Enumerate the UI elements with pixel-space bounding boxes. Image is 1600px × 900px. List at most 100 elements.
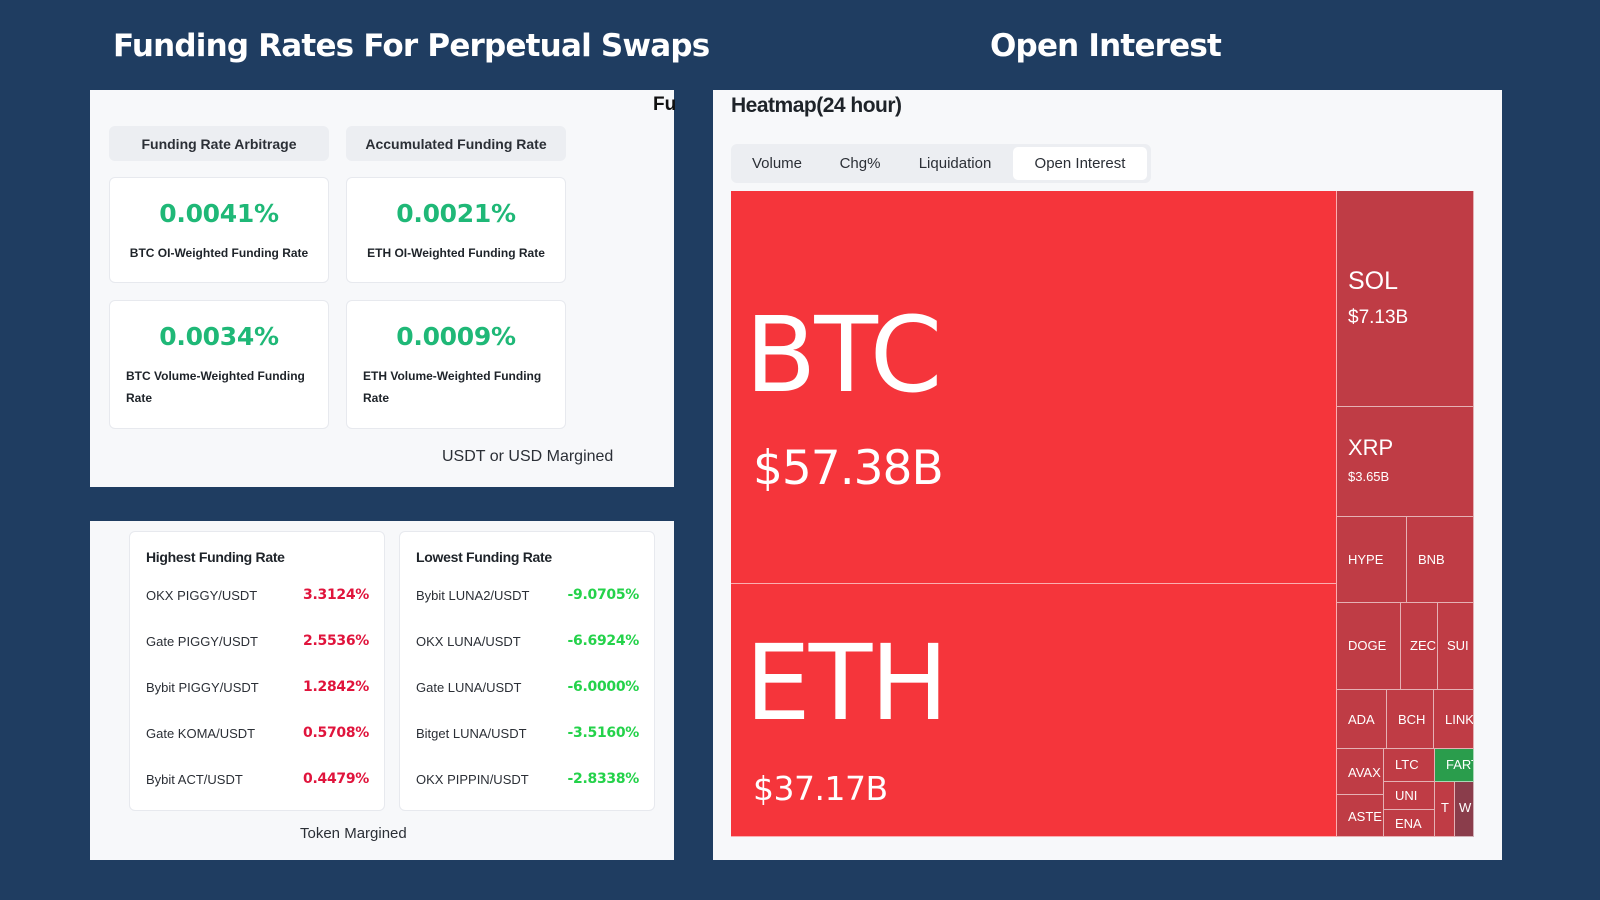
list-item[interactable]: Gate PIGGY/USDT 2.5536% bbox=[146, 631, 369, 651]
tile-link[interactable]: LINK bbox=[1434, 690, 1474, 749]
funding-rate-arbitrage-button[interactable]: Funding Rate Arbitrage bbox=[109, 126, 329, 161]
funding-rate-value: 1.2842% bbox=[303, 679, 369, 695]
list-item[interactable]: Bybit ACT/USDT 0.4479% bbox=[146, 769, 369, 789]
tile-value: $7.13B bbox=[1348, 307, 1409, 328]
btc-volume-weighted-card: 0.0034% BTC Volume-Weighted Funding Rate bbox=[109, 300, 329, 429]
tile-symbol: ASTER bbox=[1348, 809, 1383, 824]
tile-sol[interactable]: SOL $7.13B bbox=[1337, 191, 1474, 407]
tile-symbol: ADA bbox=[1348, 712, 1375, 727]
tile-ltc[interactable]: LTC bbox=[1384, 749, 1435, 782]
tile-ada[interactable]: ADA bbox=[1337, 690, 1387, 749]
stat-label: BTC OI-Weighted Funding Rate bbox=[129, 246, 309, 260]
stat-label: ETH Volume-Weighted Funding Rate bbox=[363, 369, 542, 405]
tile-uni[interactable]: UNI bbox=[1384, 782, 1435, 810]
pair-name: OKX PIPPIN/USDT bbox=[416, 771, 529, 787]
stat-value: 0.0009% bbox=[396, 322, 516, 351]
stat-value: 0.0041% bbox=[159, 199, 279, 228]
tab-open-interest[interactable]: Open Interest bbox=[1013, 147, 1147, 180]
tile-avax[interactable]: AVAX bbox=[1337, 749, 1384, 795]
funding-rate-value: 0.4479% bbox=[303, 771, 369, 787]
tile-aster[interactable]: ASTER bbox=[1337, 795, 1384, 837]
stat-label: BTC Volume-Weighted Funding Rate bbox=[126, 369, 305, 405]
tile-symbol: UNI bbox=[1395, 788, 1418, 803]
tile-symbol: BTC bbox=[745, 294, 942, 416]
tile-btc[interactable]: BTC $57.38B bbox=[731, 191, 1337, 584]
tile-doge[interactable]: DOGE bbox=[1337, 603, 1401, 690]
tile-bnb[interactable]: BNB bbox=[1407, 517, 1474, 603]
funding-rate-value: 3.3124% bbox=[303, 587, 369, 603]
tile-bch[interactable]: BCH bbox=[1387, 690, 1434, 749]
list-item[interactable]: Bybit PIGGY/USDT 1.2842% bbox=[146, 677, 369, 697]
tile-sui[interactable]: SUI bbox=[1438, 603, 1474, 690]
tile-w[interactable]: W bbox=[1455, 782, 1474, 837]
section-title-funding-rates: Funding Rates For Perpetual Swaps bbox=[113, 28, 710, 64]
tile-symbol: BCH bbox=[1398, 712, 1426, 727]
tile-symbol: SUI bbox=[1447, 638, 1469, 653]
tile-xrp[interactable]: XRP $3.65B bbox=[1337, 407, 1474, 517]
tab-chg[interactable]: Chg% bbox=[839, 155, 881, 172]
tile-symbol: HYPE bbox=[1348, 552, 1384, 567]
tile-symbol: T bbox=[1441, 800, 1449, 815]
tile-ena[interactable]: ENA bbox=[1384, 810, 1435, 837]
tab-volume[interactable]: Volume bbox=[751, 155, 803, 172]
tile-eth[interactable]: ETH $37.17B bbox=[731, 584, 1337, 837]
tile-symbol: BNB bbox=[1418, 552, 1445, 567]
list-item[interactable]: OKX PIPPIN/USDT -2.8338% bbox=[416, 769, 639, 789]
tile-value: $57.38B bbox=[753, 441, 944, 496]
pair-name: Bybit LUNA2/USDT bbox=[416, 587, 530, 603]
tile-t[interactable]: T bbox=[1435, 782, 1455, 837]
pair-name: OKX LUNA/USDT bbox=[416, 633, 521, 649]
pair-name: OKX PIGGY/USDT bbox=[146, 587, 258, 603]
tile-symbol: ENA bbox=[1395, 816, 1422, 831]
lowest-funding-rate-card: Lowest Funding Rate Bybit LUNA2/USDT -9.… bbox=[399, 531, 655, 811]
tile-symbol: ETH bbox=[745, 622, 948, 744]
tile-symbol: SOL bbox=[1348, 267, 1399, 295]
open-interest-treemap: BTC $57.38B ETH $37.17B SOL $7.13B XRP $… bbox=[731, 191, 1474, 837]
funding-rate-value: -9.0705% bbox=[567, 587, 640, 603]
list-item[interactable]: OKX LUNA/USDT -6.6924% bbox=[416, 631, 639, 651]
highest-funding-rate-card: Highest Funding Rate OKX PIGGY/USDT 3.31… bbox=[129, 531, 385, 811]
list-item[interactable]: OKX PIGGY/USDT 3.3124% bbox=[146, 585, 369, 605]
token-margined-panel: Highest Funding Rate OKX PIGGY/USDT 3.31… bbox=[90, 521, 674, 860]
tile-hype[interactable]: HYPE bbox=[1337, 517, 1407, 603]
funding-rate-value: 2.5536% bbox=[303, 633, 369, 649]
heatmap-panel: Heatmap(24 hour) Volume Chg% Liquidation… bbox=[713, 90, 1502, 860]
list-item[interactable]: Bybit LUNA2/USDT -9.0705% bbox=[416, 585, 639, 605]
eth-oi-weighted-card: 0.0021% ETH OI-Weighted Funding Rate bbox=[346, 177, 566, 283]
funding-rate-value: 0.5708% bbox=[303, 725, 369, 741]
tile-symbol: DOGE bbox=[1348, 638, 1387, 653]
tab-liquidation[interactable]: Liquidation bbox=[918, 155, 992, 172]
pair-name: Bybit PIGGY/USDT bbox=[146, 679, 259, 695]
tile-value: $37.17B bbox=[753, 769, 888, 808]
list-item[interactable]: Bitget LUNA/USDT -3.5160% bbox=[416, 723, 639, 743]
tile-zec[interactable]: ZEC bbox=[1401, 603, 1438, 690]
section-title-open-interest: Open Interest bbox=[990, 28, 1222, 64]
pair-name: Gate KOMA/USDT bbox=[146, 725, 256, 741]
pair-name: Gate PIGGY/USDT bbox=[146, 633, 258, 649]
tile-symbol: XRP bbox=[1348, 435, 1394, 460]
tile-symbol: LTC bbox=[1395, 757, 1419, 772]
accumulated-funding-rate-button[interactable]: Accumulated Funding Rate bbox=[346, 126, 566, 161]
token-margined-caption: Token Margined bbox=[300, 825, 407, 842]
tile-value: $3.65B bbox=[1348, 469, 1390, 484]
stat-label: ETH OI-Weighted Funding Rate bbox=[367, 246, 545, 260]
funding-rate-value: -2.8338% bbox=[567, 771, 640, 787]
tile-symbol: LINK bbox=[1445, 712, 1474, 727]
funding-rates-panel: Fu Funding Rate Arbitrage Accumulated Fu… bbox=[90, 90, 676, 487]
btc-oi-weighted-card: 0.0041% BTC OI-Weighted Funding Rate bbox=[109, 177, 329, 283]
tile-symbol: W bbox=[1459, 800, 1472, 815]
heatmap-tab-bar: Volume Chg% Liquidation Open Interest bbox=[731, 144, 1151, 183]
list-item[interactable]: Gate LUNA/USDT -6.0000% bbox=[416, 677, 639, 697]
stat-value: 0.0034% bbox=[159, 322, 279, 351]
heatmap-title: Heatmap(24 hour) bbox=[731, 94, 902, 117]
funding-rate-value: -6.0000% bbox=[567, 679, 640, 695]
funding-rate-value: -6.6924% bbox=[567, 633, 640, 649]
pair-name: Gate LUNA/USDT bbox=[416, 679, 522, 695]
tile-symbol: AVAX bbox=[1348, 765, 1381, 780]
usdt-margined-caption: USDT or USD Margined bbox=[442, 448, 614, 465]
list-item[interactable]: Gate KOMA/USDT 0.5708% bbox=[146, 723, 369, 743]
tile-symbol: ZEC bbox=[1410, 638, 1436, 653]
list-title: Highest Funding Rate bbox=[146, 549, 285, 565]
